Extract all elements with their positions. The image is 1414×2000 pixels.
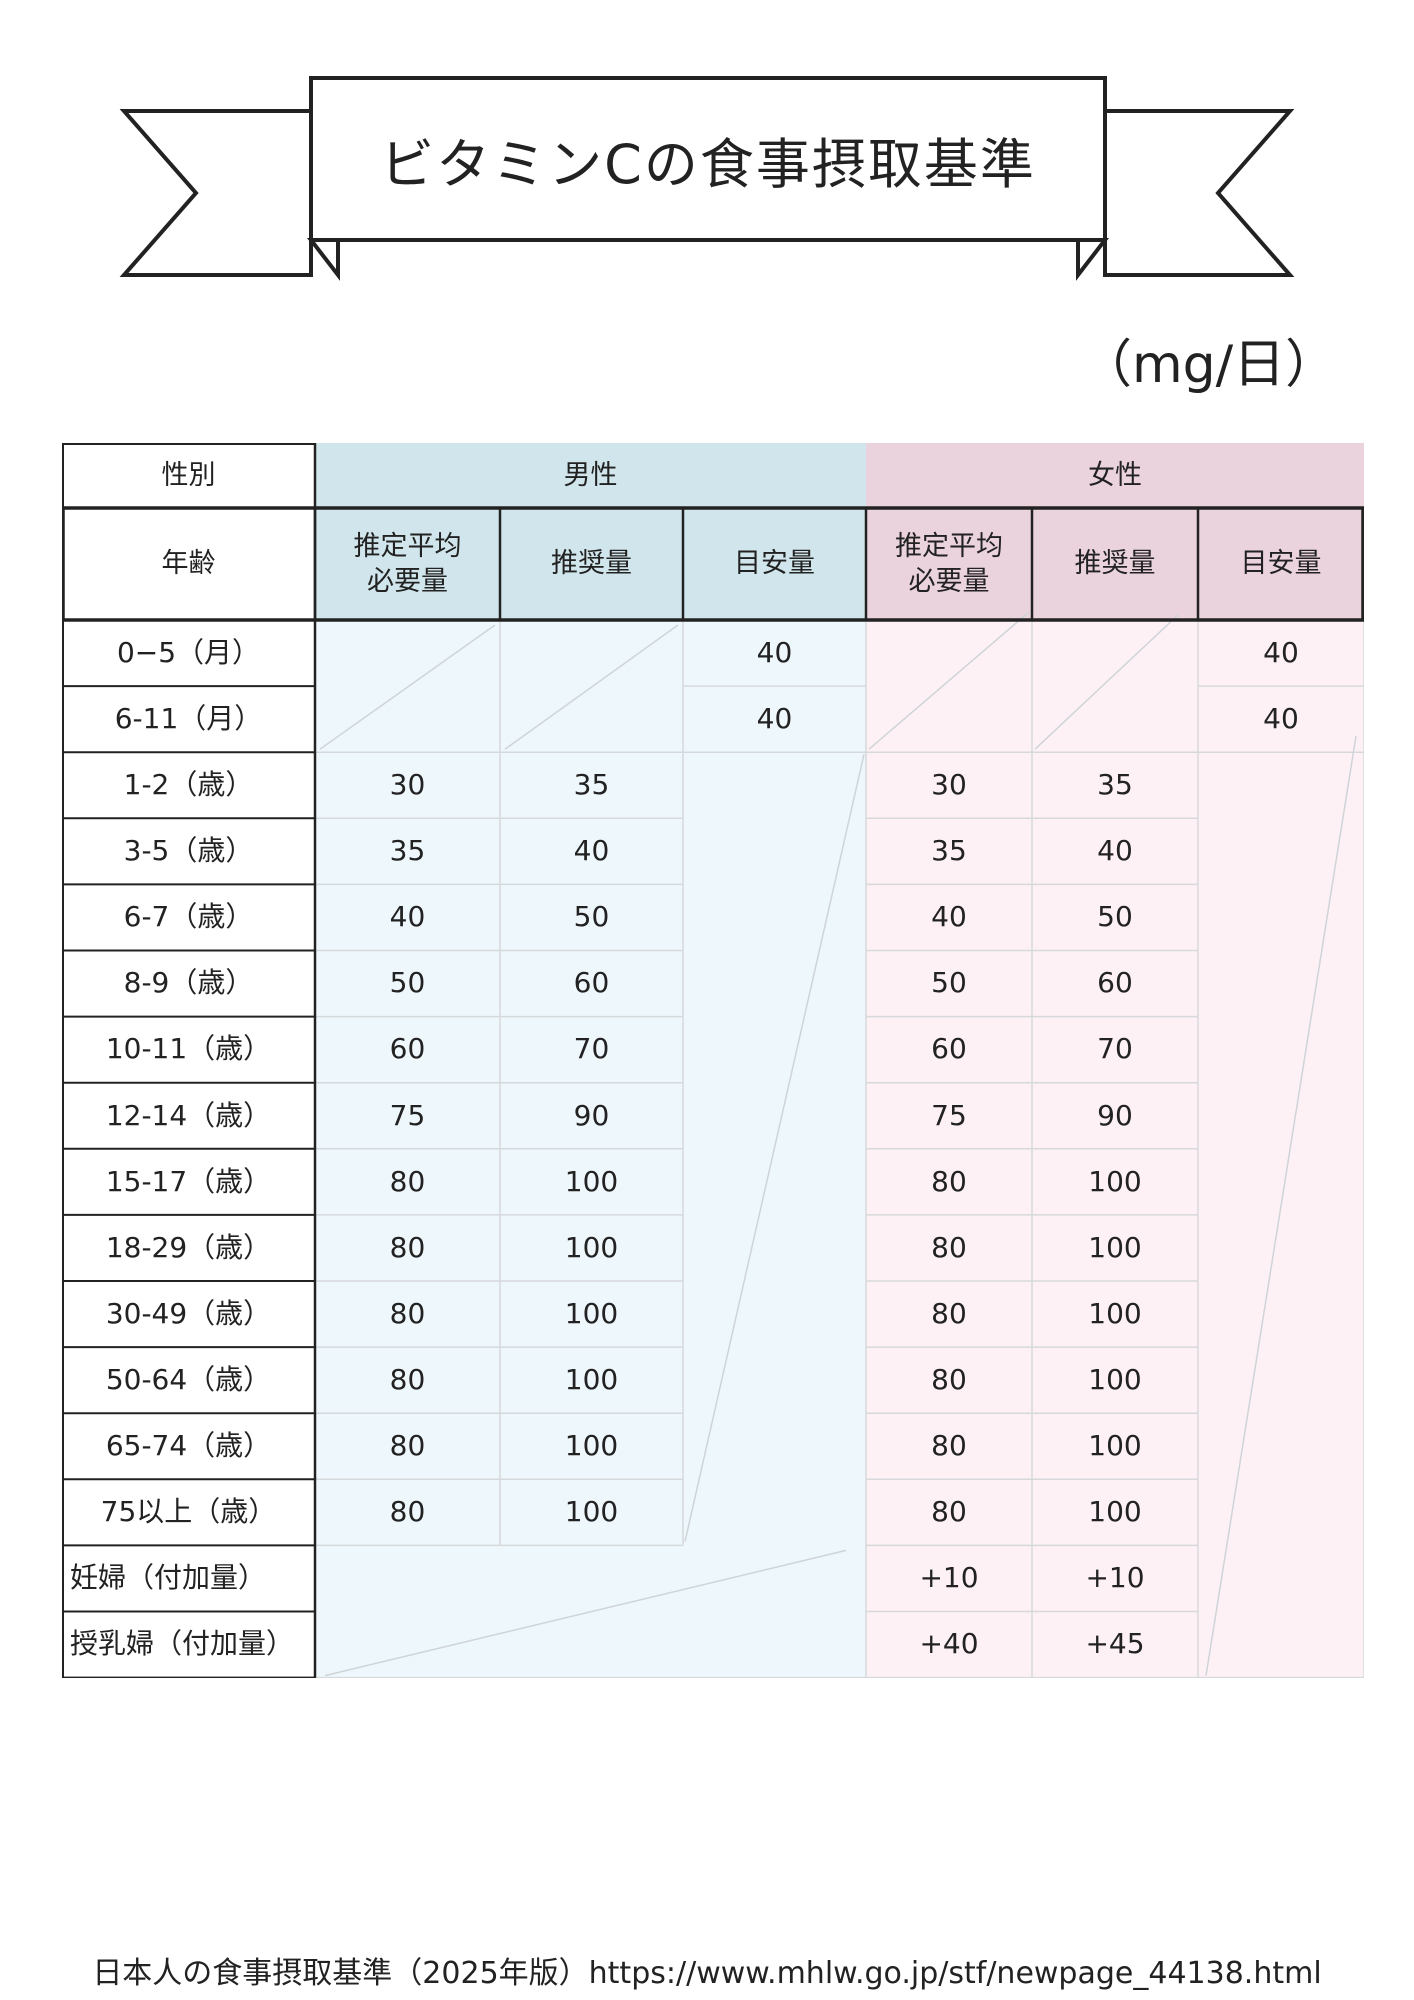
- title-ribbon: [119, 76, 1295, 281]
- value-cell-male-rda: 60: [573, 966, 610, 1000]
- value-cell-male-rda: 100: [564, 1429, 619, 1463]
- value-cell-female-ai: 40: [1263, 635, 1299, 669]
- value-cell-male-ear: 50: [389, 966, 426, 1000]
- value-cell-female-ear: 50: [931, 966, 967, 1000]
- value-cell-female-rda: 40: [1097, 834, 1133, 868]
- value-cell-female-rda: 100: [1088, 1362, 1142, 1396]
- column-header-male-ai: 目安量: [734, 548, 815, 580]
- value-cell-female-rda: 100: [1088, 1429, 1142, 1463]
- value-cell-female-rda: 35: [1097, 768, 1133, 802]
- header-age: 年齢: [161, 548, 216, 580]
- column-header-female-ai: 目安量: [1240, 548, 1322, 580]
- value-cell-male-rda: 100: [564, 1230, 619, 1264]
- age-cell: 10-11（歳）: [105, 1032, 272, 1066]
- value-cell-female-rda: 100: [1088, 1296, 1142, 1330]
- value-cell-male-ear: 30: [389, 768, 426, 802]
- header-male: 男性: [563, 459, 618, 491]
- value-cell-female-ear: 30: [931, 768, 967, 802]
- age-cell: 6-11（月）: [114, 701, 263, 735]
- value-cell-male-ear: 40: [389, 900, 426, 934]
- unit-label: （mg/日）: [1080, 335, 1338, 395]
- value-cell-female-ear: 40: [931, 900, 967, 934]
- value-cell-male-rda: 100: [564, 1164, 619, 1198]
- value-cell-male-ear: 80: [389, 1230, 426, 1264]
- value-cell-female-rda: 60: [1097, 966, 1133, 1000]
- value-cell-female-ear: 80: [931, 1362, 967, 1396]
- value-cell-male-rda: 70: [573, 1032, 610, 1066]
- value-cell-female-rda: 90: [1097, 1098, 1133, 1132]
- value-cell-male-ear: 80: [389, 1362, 426, 1396]
- source-citation: 日本人の食事摂取基準（2025年版）https://www.mhlw.go.jp…: [92, 1956, 1322, 1991]
- value-cell-male-rda: 100: [564, 1495, 619, 1529]
- value-cell-female-ear: +40: [919, 1627, 979, 1661]
- value-cell-male-rda: 50: [573, 900, 610, 934]
- value-cell-female-ear: 80: [931, 1429, 967, 1463]
- value-cell-male-rda: 90: [573, 1098, 610, 1132]
- value-cell-male-ear: 80: [389, 1495, 426, 1529]
- value-cell-male-ear: 60: [389, 1032, 426, 1066]
- value-cell-female-rda: 100: [1088, 1495, 1142, 1529]
- value-cell-male-rda: 40: [573, 834, 610, 868]
- age-cell: 妊婦（付加量）: [70, 1561, 267, 1595]
- table-grid: [62, 443, 1364, 1678]
- age-cell: 8-9（歳）: [123, 966, 254, 1000]
- age-cell: 18-29（歳）: [105, 1230, 272, 1264]
- age-cell: 6-7（歳）: [123, 900, 254, 934]
- value-cell-female-ear: +10: [919, 1561, 979, 1595]
- header-female: 女性: [1088, 459, 1142, 491]
- vitamin-c-table: 性別 男性 女性年齢 推定平均 必要量 推奨量 目安量 推定平均 必要量 推奨量 目安量 0−5（…: [62, 443, 1364, 1678]
- value-cell-female-ear: 75: [931, 1098, 967, 1132]
- value-cell-female-ear: 60: [931, 1032, 967, 1066]
- value-cell-female-ear: 80: [931, 1164, 967, 1198]
- value-cell-male-rda: 100: [564, 1362, 619, 1396]
- age-cell: 30-49（歳）: [105, 1296, 272, 1330]
- value-cell-female-ear: 80: [931, 1230, 967, 1264]
- value-cell-female-ear: 80: [931, 1495, 967, 1529]
- age-cell: 授乳婦（付加量）: [70, 1627, 295, 1661]
- value-cell-male-ai: 40: [756, 701, 793, 735]
- value-cell-female-ear: 35: [931, 834, 967, 868]
- column-header-female-rda: 推奨量: [1074, 548, 1156, 580]
- value-cell-female-rda: 70: [1097, 1032, 1133, 1066]
- value-cell-female-ear: 80: [931, 1296, 967, 1330]
- age-cell: 0−5（月）: [116, 635, 261, 669]
- column-header-male-ear: 推定平均 必要量: [353, 530, 462, 597]
- age-cell: 3-5（歳）: [123, 834, 254, 868]
- value-cell-female-rda: +10: [1085, 1561, 1145, 1595]
- value-cell-male-ai: 40: [756, 635, 793, 669]
- value-cell-male-ear: 75: [389, 1098, 426, 1132]
- value-cell-female-rda: 100: [1088, 1164, 1142, 1198]
- value-cell-male-ear: 80: [389, 1296, 426, 1330]
- value-cell-male-rda: 100: [564, 1296, 619, 1330]
- header-sex: 性別: [161, 459, 216, 491]
- age-cell: 50-64（歳）: [105, 1362, 272, 1396]
- column-header-male-rda: 推奨量: [551, 548, 632, 580]
- age-cell: 1-2（歳）: [123, 768, 254, 802]
- value-cell-female-rda: +45: [1085, 1627, 1145, 1661]
- value-cell-male-ear: 80: [389, 1164, 426, 1198]
- value-cell-male-ear: 80: [389, 1429, 426, 1463]
- age-cell: 15-17（歳）: [105, 1164, 272, 1198]
- value-cell-male-ear: 35: [389, 834, 426, 868]
- value-cell-male-rda: 35: [573, 768, 610, 802]
- age-cell: 12-14（歳）: [105, 1098, 272, 1132]
- page-title: ビタミンCの食事摂取基準: [380, 132, 1036, 196]
- age-cell: 75以上（歳）: [100, 1495, 277, 1529]
- value-cell-female-rda: 50: [1097, 900, 1133, 934]
- value-cell-female-rda: 100: [1088, 1230, 1142, 1264]
- age-cell: 65-74（歳）: [105, 1429, 272, 1463]
- value-cell-female-ai: 40: [1263, 701, 1299, 735]
- column-header-female-ear: 推定平均 必要量: [895, 530, 1003, 597]
